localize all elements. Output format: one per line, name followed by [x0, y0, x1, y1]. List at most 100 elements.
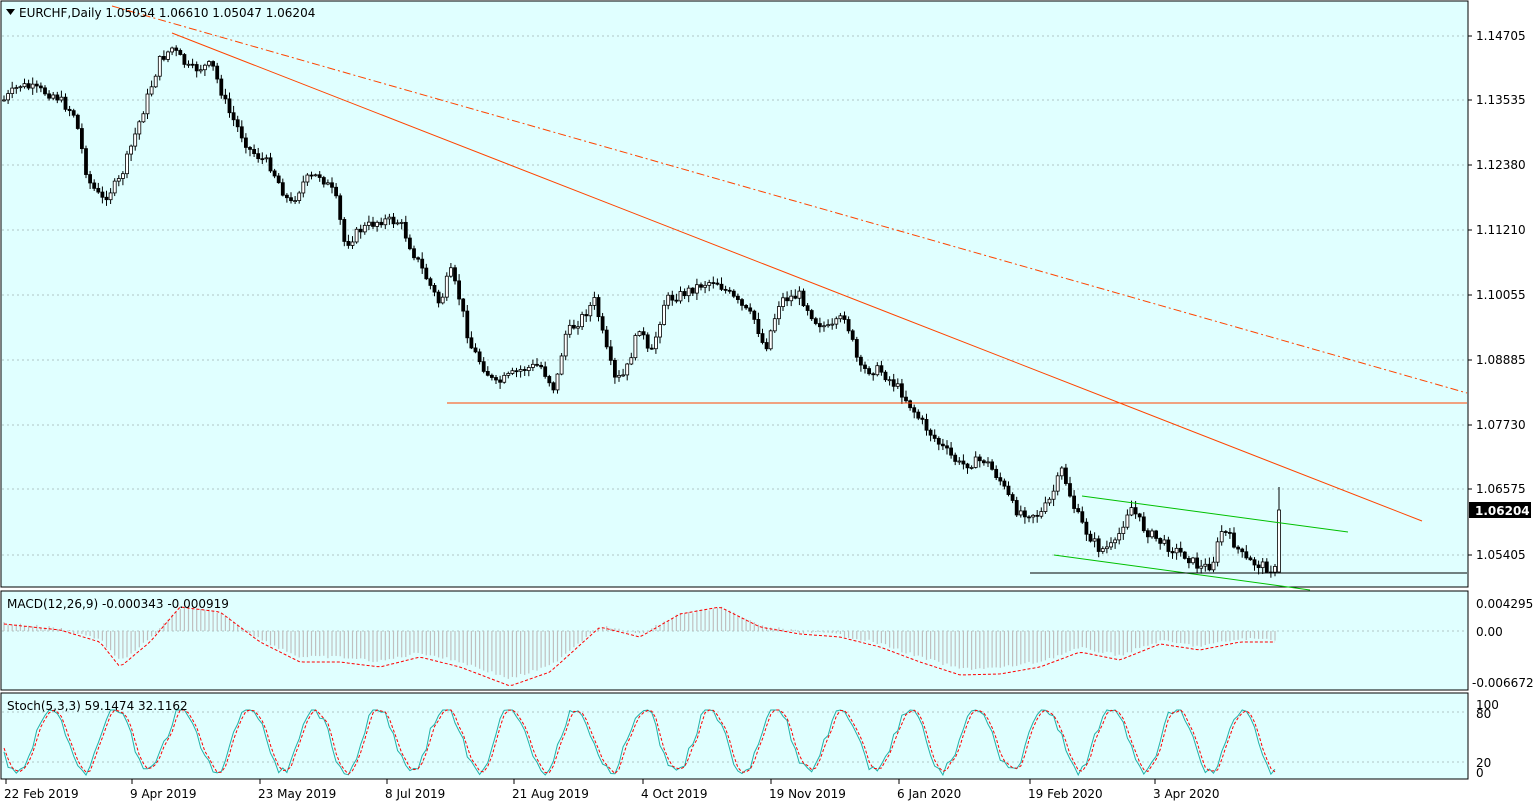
date-label: 9 Apr 2019	[130, 787, 197, 801]
candle-body	[1006, 485, 1011, 495]
candle-body	[428, 278, 433, 286]
price-label: 1.13535	[1476, 93, 1526, 107]
candle-body	[1207, 563, 1212, 571]
candle-body	[703, 284, 707, 288]
candle-body	[268, 157, 273, 172]
candle-body	[481, 361, 486, 372]
candle-body	[986, 461, 990, 464]
candle-body	[801, 290, 806, 307]
candle-body	[1035, 514, 1040, 517]
candle-body	[1260, 561, 1265, 569]
candle-body	[531, 363, 535, 368]
candle-body	[116, 178, 121, 182]
channel-upper-line[interactable]	[1081, 495, 1349, 533]
candle-body	[194, 64, 199, 72]
candle-body	[489, 374, 494, 378]
macd-pane[interactable]	[0, 590, 1469, 691]
price-label: 1.07730	[1476, 418, 1526, 432]
candle-body	[1105, 546, 1109, 550]
candle-body	[822, 325, 826, 328]
candle-body	[768, 330, 773, 350]
candle-body	[473, 347, 478, 353]
candle-body	[793, 295, 798, 299]
candle-body	[719, 283, 724, 290]
candle-body	[715, 282, 720, 285]
candle-body	[1129, 507, 1134, 516]
candle-body	[108, 192, 113, 201]
candle-body	[551, 382, 556, 391]
current-price-marker	[1469, 502, 1531, 518]
candle-body	[838, 315, 843, 320]
candle-body	[932, 434, 937, 439]
candle-body	[850, 330, 855, 340]
candle-body	[239, 126, 244, 139]
triangle-down-icon[interactable]	[6, 9, 15, 15]
candle-body	[252, 149, 257, 155]
candle-body	[572, 324, 576, 329]
price-label: 1.08885	[1476, 353, 1526, 367]
candle-body	[1141, 516, 1146, 532]
price-label: 1.06575	[1476, 482, 1526, 496]
date-label: 4 Oct 2019	[641, 787, 708, 801]
candle-body	[1203, 563, 1208, 567]
stoch-level-lines	[2, 711, 1467, 763]
candle-body	[321, 177, 326, 185]
candle-body	[875, 365, 880, 376]
candle-body	[51, 94, 56, 99]
candle-body	[740, 299, 744, 306]
candle-body	[928, 429, 933, 436]
candle-body	[448, 267, 453, 277]
candle-body	[231, 112, 236, 121]
candle-body	[731, 290, 736, 297]
candle-body	[645, 334, 650, 349]
candle-body	[957, 460, 962, 463]
date-label: 23 May 2019	[258, 787, 336, 801]
candle-body	[1047, 498, 1052, 504]
candle-body	[982, 460, 986, 464]
candle-body	[96, 187, 101, 193]
candle-body	[900, 383, 904, 398]
candle-body	[465, 310, 470, 339]
candle-body	[1240, 548, 1245, 553]
candle-body	[887, 379, 892, 382]
date-label: 21 Aug 2019	[512, 787, 589, 801]
candle-body	[670, 294, 675, 301]
stoch-pane[interactable]	[0, 692, 1469, 780]
candle-body	[346, 241, 351, 246]
candle-body	[1199, 565, 1204, 569]
candle-body	[1018, 510, 1023, 516]
candle-body	[1010, 494, 1015, 501]
candle-body	[2, 99, 6, 102]
stoch-axis-label: 0	[1476, 766, 1484, 780]
candle-body	[699, 284, 703, 288]
candle-body	[1051, 490, 1056, 500]
date-label: 22 Feb 2019	[4, 787, 79, 801]
candle-body	[1027, 516, 1031, 519]
candle-body	[198, 69, 203, 72]
candle-body	[330, 182, 334, 188]
descending-trendline[interactable]	[171, 32, 1423, 522]
candle-body	[559, 355, 564, 375]
candle-body	[629, 357, 634, 365]
candle-body	[1080, 511, 1085, 523]
candle-body	[1125, 514, 1130, 528]
price-label: 1.05405	[1476, 548, 1526, 562]
candle-body	[641, 331, 646, 336]
candle-body	[830, 323, 835, 326]
candle-body	[600, 316, 605, 331]
stoch-signal-line	[3, 709, 1276, 775]
candle-body	[945, 445, 949, 449]
dash-dot-trendline[interactable]	[111, 5, 1468, 394]
stoch-axis-label: 20	[1476, 756, 1491, 770]
candle-body	[690, 287, 695, 294]
candle-body	[723, 288, 728, 291]
candle-body	[59, 96, 64, 101]
candle-body	[1076, 508, 1081, 513]
candlestick-series	[2, 45, 1281, 578]
candle-body	[141, 113, 146, 123]
candle-body	[80, 128, 84, 150]
candle-body	[75, 114, 80, 129]
candle-body	[1084, 521, 1089, 535]
date-label: 19 Nov 2019	[769, 787, 846, 801]
